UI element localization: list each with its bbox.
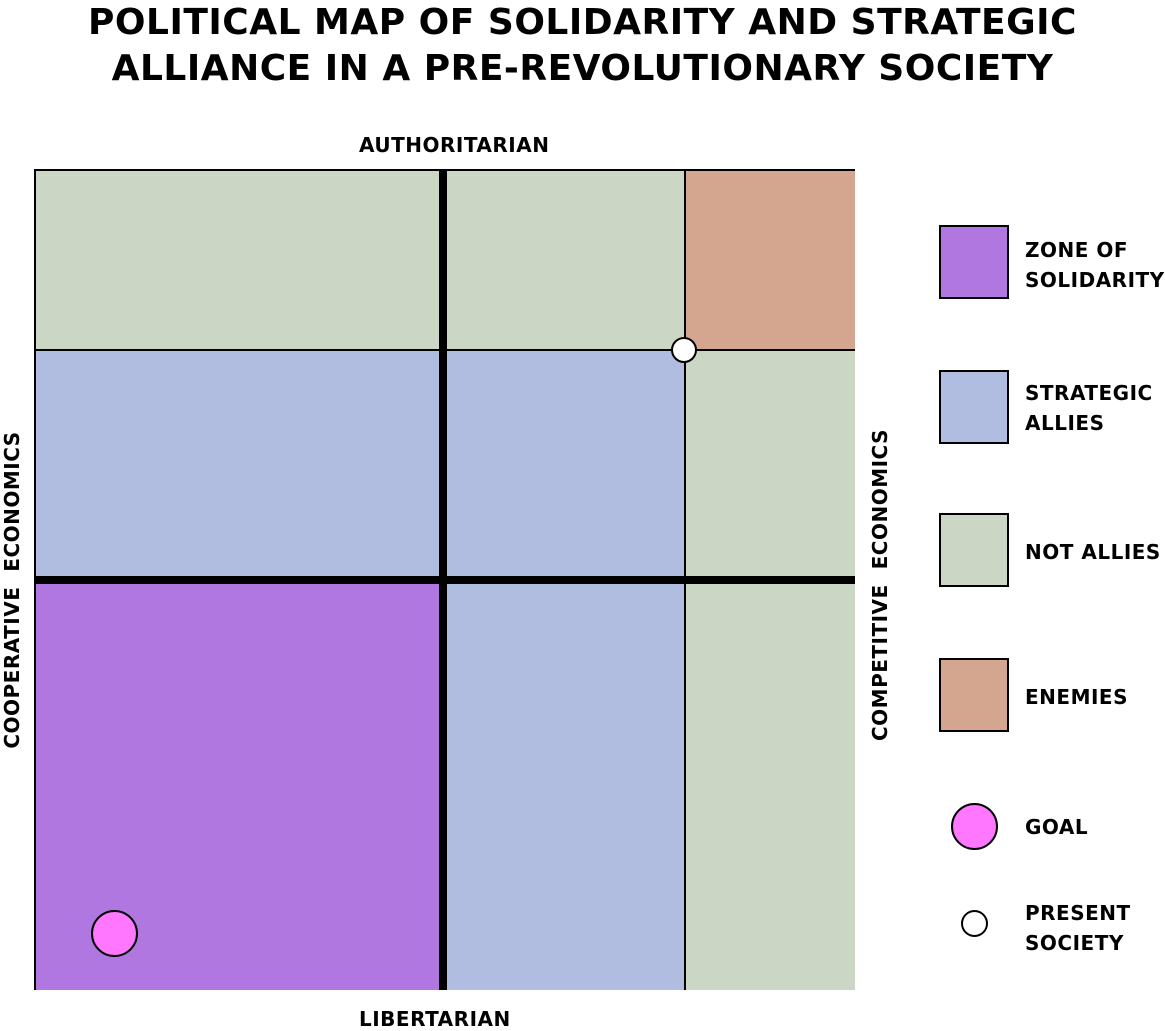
zone-allies-lib	[443, 580, 685, 990]
zone-auth-coop	[36, 171, 443, 350]
axis-label-left: COOPERATIVE ECONOMICS	[0, 431, 24, 749]
zone-allies-center	[443, 350, 685, 580]
legend-swatch-allies	[939, 370, 1009, 444]
legend-swatch-solidarity	[939, 225, 1009, 299]
legend-label-allies: STRATEGIC ALLIES	[1025, 381, 1153, 435]
title-line-1: POLITICAL MAP OF SOLIDARITY AND STRATEGI…	[88, 2, 1077, 43]
zone-allies-coop	[36, 350, 443, 580]
legend-swatch-enemies	[939, 658, 1009, 732]
goal-marker	[91, 910, 138, 957]
zone-auth-center	[443, 171, 685, 350]
political-grid	[34, 169, 855, 990]
axis-label-right: COMPETITIVE ECONOMICS	[868, 428, 892, 742]
zone-not-allies-right	[685, 350, 855, 580]
present-society-marker	[671, 337, 697, 363]
thick-axis-h	[36, 576, 855, 584]
legend-swatch-not-allies	[939, 513, 1009, 587]
zone-not-allies-lib	[685, 580, 855, 990]
legend-label-goal: GOAL	[1025, 815, 1089, 839]
title-line-2: ALLIANCE IN A PRE-REVOLUTIONARY SOCIETY	[111, 48, 1054, 89]
legend-present-icon	[961, 910, 988, 937]
zone-enemies	[685, 171, 855, 350]
legend-label-enemies: ENEMIES	[1025, 685, 1128, 709]
legend-goal-icon	[951, 803, 998, 850]
diagram-title: POLITICAL MAP OF SOLIDARITY AND STRATEGI…	[0, 0, 1165, 92]
legend-label-not-allies: NOT ALLIES	[1025, 540, 1161, 564]
legend-label-present: PRESENT SOCIETY	[1025, 901, 1131, 955]
axis-label-bottom: LIBERTARIAN	[359, 1007, 511, 1031]
legend-label-solidarity: ZONE OF SOLIDARITY	[1025, 238, 1165, 292]
axis-label-top: AUTHORITARIAN	[359, 133, 550, 157]
